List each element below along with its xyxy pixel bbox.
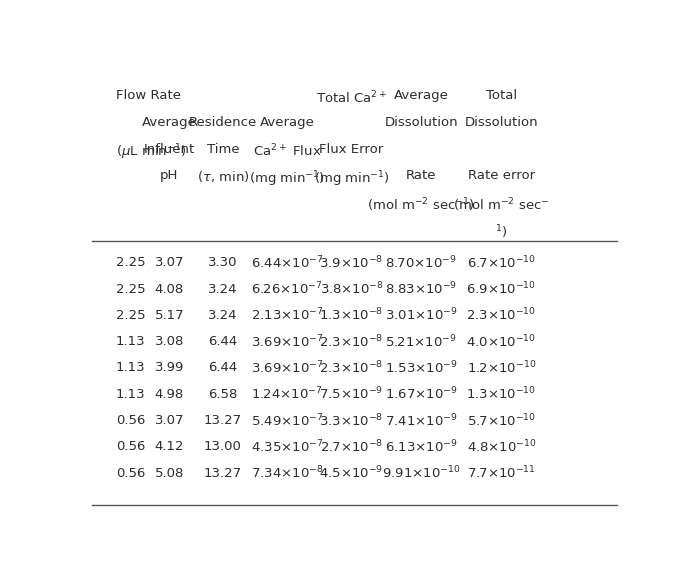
Text: Dissolution: Dissolution: [384, 116, 458, 129]
Text: 3.69×10$^{-7}$: 3.69×10$^{-7}$: [251, 334, 323, 350]
Text: 6.58: 6.58: [208, 388, 238, 401]
Text: Average: Average: [394, 90, 448, 102]
Text: 2.25: 2.25: [116, 257, 145, 269]
Text: 3.24: 3.24: [208, 309, 238, 322]
Text: Total: Total: [486, 90, 517, 102]
Text: (mol m$^{-2}$ sec$^{-1}$): (mol m$^{-2}$ sec$^{-1}$): [367, 196, 475, 214]
Text: 6.44: 6.44: [208, 361, 238, 375]
Text: 7.7×10$^{-11}$: 7.7×10$^{-11}$: [467, 465, 536, 481]
Text: Rate error: Rate error: [468, 169, 535, 183]
Text: 4.8×10$^{-10}$: 4.8×10$^{-10}$: [466, 439, 536, 455]
Text: 3.69×10$^{-7}$: 3.69×10$^{-7}$: [251, 360, 323, 376]
Text: 3.07: 3.07: [155, 257, 184, 269]
Text: Residence: Residence: [189, 116, 257, 129]
Text: 2.13×10$^{-7}$: 2.13×10$^{-7}$: [251, 307, 323, 324]
Text: 0.56: 0.56: [116, 414, 145, 427]
Text: 13.27: 13.27: [204, 466, 242, 480]
Text: 6.13×10$^{-9}$: 6.13×10$^{-9}$: [385, 439, 457, 455]
Text: 3.01×10$^{-9}$: 3.01×10$^{-9}$: [385, 307, 457, 324]
Text: 9.91×10$^{-10}$: 9.91×10$^{-10}$: [382, 465, 460, 481]
Text: Dissolution: Dissolution: [464, 116, 538, 129]
Text: Total Ca$^{2+}$: Total Ca$^{2+}$: [316, 90, 387, 106]
Text: Flux Error: Flux Error: [319, 143, 384, 156]
Text: 5.17: 5.17: [155, 309, 184, 322]
Text: Average: Average: [260, 116, 314, 129]
Text: 3.3×10$^{-8}$: 3.3×10$^{-8}$: [319, 412, 384, 429]
Text: 3.07: 3.07: [155, 414, 184, 427]
Text: 2.25: 2.25: [116, 309, 145, 322]
Text: Influent: Influent: [144, 143, 195, 156]
Text: 5.49×10$^{-7}$: 5.49×10$^{-7}$: [251, 412, 323, 429]
Text: 2.25: 2.25: [116, 283, 145, 296]
Text: 3.30: 3.30: [208, 257, 238, 269]
Text: 7.41×10$^{-9}$: 7.41×10$^{-9}$: [385, 412, 457, 429]
Text: 6.26×10$^{-7}$: 6.26×10$^{-7}$: [252, 281, 323, 298]
Text: 3.24: 3.24: [208, 283, 238, 296]
Text: 2.7×10$^{-8}$: 2.7×10$^{-8}$: [320, 439, 383, 455]
Text: 1.13: 1.13: [116, 335, 145, 348]
Text: (mg min$^{-1}$): (mg min$^{-1}$): [314, 169, 389, 189]
Text: 13.27: 13.27: [204, 414, 242, 427]
Text: 6.9×10$^{-10}$: 6.9×10$^{-10}$: [466, 281, 536, 298]
Text: 4.35×10$^{-7}$: 4.35×10$^{-7}$: [251, 439, 323, 455]
Text: 5.7×10$^{-10}$: 5.7×10$^{-10}$: [467, 412, 536, 429]
Text: 0.56: 0.56: [116, 440, 145, 453]
Text: Ca$^{2+}$ Flux: Ca$^{2+}$ Flux: [253, 143, 321, 160]
Text: 1.67×10$^{-9}$: 1.67×10$^{-9}$: [385, 386, 457, 402]
Text: (mg min$^{-1}$): (mg min$^{-1}$): [249, 169, 325, 189]
Text: 8.83×10$^{-9}$: 8.83×10$^{-9}$: [385, 281, 457, 298]
Text: 1.13: 1.13: [116, 361, 145, 375]
Text: 4.12: 4.12: [155, 440, 184, 453]
Text: 1.2×10$^{-10}$: 1.2×10$^{-10}$: [466, 360, 536, 376]
Text: 1.3×10$^{-8}$: 1.3×10$^{-8}$: [319, 307, 384, 324]
Text: 7.34×10$^{-8}$: 7.34×10$^{-8}$: [251, 465, 323, 481]
Text: 1.24×10$^{-7}$: 1.24×10$^{-7}$: [252, 386, 323, 402]
Text: 7.5×10$^{-9}$: 7.5×10$^{-9}$: [319, 386, 384, 402]
Text: 0.56: 0.56: [116, 466, 145, 480]
Text: Rate: Rate: [406, 169, 436, 183]
Text: 8.70×10$^{-9}$: 8.70×10$^{-9}$: [386, 255, 457, 271]
Text: 4.98: 4.98: [155, 388, 184, 401]
Text: 1.53×10$^{-9}$: 1.53×10$^{-9}$: [385, 360, 457, 376]
Text: 5.08: 5.08: [155, 466, 184, 480]
Text: 4.0×10$^{-10}$: 4.0×10$^{-10}$: [466, 334, 536, 350]
Text: 1.13: 1.13: [116, 388, 145, 401]
Text: 13.00: 13.00: [204, 440, 242, 453]
Text: 2.3×10$^{-8}$: 2.3×10$^{-8}$: [319, 360, 384, 376]
Text: 2.3×10$^{-10}$: 2.3×10$^{-10}$: [466, 307, 536, 324]
Text: Average: Average: [142, 116, 197, 129]
Text: Flow Rate: Flow Rate: [116, 90, 181, 102]
Text: 3.08: 3.08: [155, 335, 184, 348]
Text: $^{1}$): $^{1}$): [495, 223, 508, 240]
Text: (mol m$^{-2}$ sec$^{-}$: (mol m$^{-2}$ sec$^{-}$: [453, 196, 550, 214]
Text: 3.99: 3.99: [155, 361, 184, 375]
Text: ($\tau$, min): ($\tau$, min): [197, 169, 249, 184]
Text: 3.8×10$^{-8}$: 3.8×10$^{-8}$: [319, 281, 384, 298]
Text: pH: pH: [160, 169, 178, 183]
Text: Time: Time: [207, 143, 239, 156]
Text: 3.9×10$^{-8}$: 3.9×10$^{-8}$: [319, 255, 384, 271]
Text: 6.44×10$^{-7}$: 6.44×10$^{-7}$: [251, 255, 323, 271]
Text: 6.44: 6.44: [208, 335, 238, 348]
Text: ($\mu$L min$^{-1}$): ($\mu$L min$^{-1}$): [116, 143, 186, 162]
Text: 2.3×10$^{-8}$: 2.3×10$^{-8}$: [319, 334, 384, 350]
Text: 1.3×10$^{-10}$: 1.3×10$^{-10}$: [466, 386, 536, 402]
Text: 4.5×10$^{-9}$: 4.5×10$^{-9}$: [319, 465, 384, 481]
Text: 4.08: 4.08: [155, 283, 184, 296]
Text: 6.7×10$^{-10}$: 6.7×10$^{-10}$: [467, 255, 536, 271]
Text: 5.21×10$^{-9}$: 5.21×10$^{-9}$: [385, 334, 457, 350]
